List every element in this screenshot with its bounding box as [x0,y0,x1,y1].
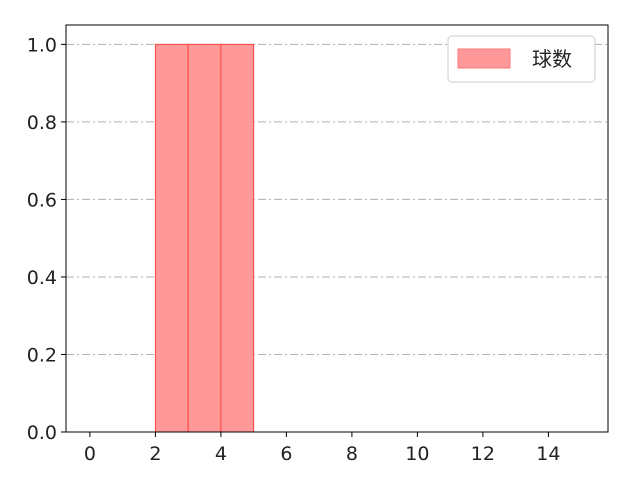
x-tick-label: 8 [346,443,358,465]
x-axis: 0 2 4 6 8 10 12 14 [84,432,560,465]
y-tick-label: 0.0 [27,422,57,444]
grid-lines [66,43,608,355]
legend-label: 球数 [532,47,572,71]
x-tick-label: 4 [215,443,227,465]
y-tick-label: 0.6 [27,189,57,211]
plot-frame [65,24,609,433]
y-tick-label: 0.8 [27,112,57,134]
y-tick-label: 0.4 [27,267,57,289]
bar [154,43,189,433]
y-tick-label: 1.0 [27,34,57,56]
x-tick-label: 12 [471,443,495,465]
legend-swatch [457,48,511,69]
y-tick-label: 0.2 [27,344,57,366]
legend-box [447,35,596,83]
x-tick-label: 14 [536,443,560,465]
y-axis: 0.0 0.2 0.4 0.6 0.8 1.0 [27,34,66,444]
legend: 球数 [447,35,596,83]
x-tick-label: 10 [405,443,429,465]
x-tick-label: 6 [280,443,292,465]
bar [187,43,222,433]
bar [220,43,255,433]
x-tick-label: 0 [84,443,96,465]
x-tick-label: 2 [149,443,161,465]
bars [154,43,255,433]
